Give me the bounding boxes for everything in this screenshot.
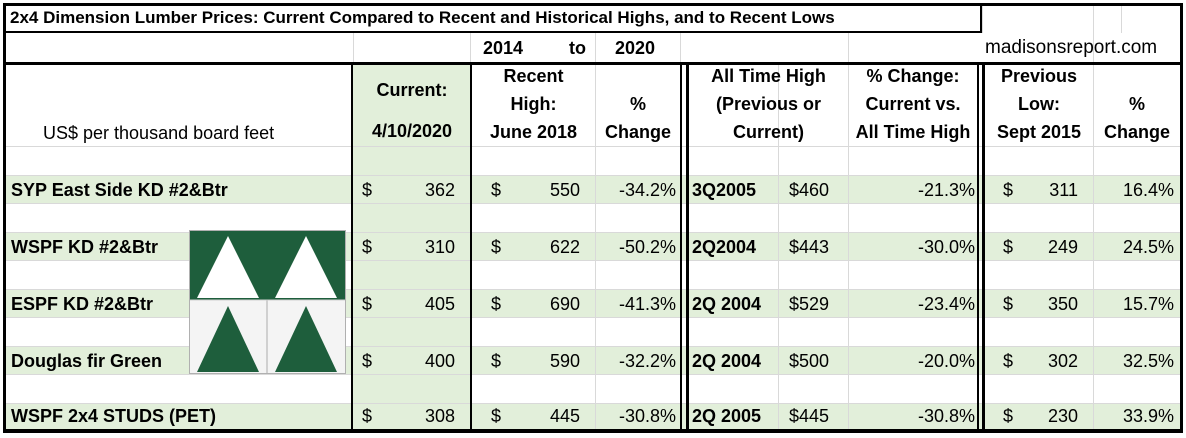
header-athchg-3: All Time High <box>855 122 971 142</box>
low-change: 33.9% <box>1122 406 1174 426</box>
low-change: 16.4% <box>1122 180 1174 200</box>
low-price: 311 <box>1049 180 1078 200</box>
currency-symbol: $ <box>1003 406 1014 426</box>
recent-change: -30.8% <box>618 406 676 426</box>
header-recent-2: High: <box>510 94 557 114</box>
currency-symbol: $ <box>491 180 502 200</box>
header-recent-3: June 2018 <box>489 122 578 142</box>
ath-price: $445 <box>789 406 830 426</box>
current-price: 405 <box>424 294 455 314</box>
ath-period: 2Q 2004 <box>692 351 762 371</box>
ath-price: $460 <box>789 180 830 200</box>
recent-change: -50.2% <box>618 237 676 257</box>
currency-symbol: $ <box>362 237 373 257</box>
header-low-2: Low: <box>1018 94 1060 114</box>
period-to: to <box>569 38 586 58</box>
recent-high-price: 622 <box>549 237 580 257</box>
recent-high-price: 445 <box>549 406 580 426</box>
currency-symbol: $ <box>1003 351 1014 371</box>
ath-period: 2Q 2004 <box>692 294 762 314</box>
ath-change: -21.3% <box>917 180 975 200</box>
header-lowpct-2: Change <box>1103 122 1170 142</box>
currency-symbol: $ <box>491 294 502 314</box>
low-price: 249 <box>1047 237 1078 257</box>
header-ath-2: (Previous or <box>715 94 822 114</box>
ath-period: 2Q 2005 <box>692 406 762 426</box>
recent-change: -41.3% <box>618 294 676 314</box>
recent-high-price: 590 <box>549 351 580 371</box>
header-current-1: Current: <box>376 80 448 100</box>
currency-symbol: $ <box>1003 180 1014 200</box>
product-name: WSPF 2x4 STUDS (PET) <box>11 406 217 426</box>
current-price: 308 <box>424 406 455 426</box>
header-recent-1: Recent <box>503 66 564 86</box>
ath-price: $529 <box>789 294 830 314</box>
ath-period: 3Q2005 <box>692 180 757 200</box>
ath-change: -23.4% <box>917 294 975 314</box>
ath-period: 2Q2004 <box>692 237 757 257</box>
current-price: 310 <box>424 237 455 257</box>
product-name: SYP East Side KD #2&Btr <box>11 180 228 200</box>
row-shade-1 <box>5 175 1181 203</box>
recent-high-price: 690 <box>549 294 580 314</box>
currency-symbol: $ <box>362 406 373 426</box>
period-end: 2020 <box>615 38 656 58</box>
header-low-1: Previous <box>1000 66 1078 86</box>
header-athchg-2: Current vs. <box>865 94 961 114</box>
header-pct-1: % <box>629 94 646 114</box>
product-name: WSPF KD #2&Btr <box>11 237 159 257</box>
header-low-3: Sept 2015 <box>996 122 1082 142</box>
low-price: 350 <box>1047 294 1078 314</box>
ath-change: -30.0% <box>917 237 975 257</box>
currency-symbol: $ <box>362 180 373 200</box>
currency-symbol: $ <box>1003 237 1014 257</box>
low-change: 32.5% <box>1122 351 1174 371</box>
header-athchg-1: % Change: <box>866 66 960 86</box>
ath-price: $500 <box>789 351 830 371</box>
header-lowpct-1: % <box>1128 94 1145 114</box>
recent-change: -32.2% <box>618 351 676 371</box>
recent-change: -34.2% <box>618 180 676 200</box>
website-label: madisonsreport.com <box>985 37 1158 58</box>
header-current-2: 4/10/2020 <box>371 121 453 141</box>
currency-symbol: $ <box>491 406 502 426</box>
currency-symbol: $ <box>491 237 502 257</box>
period-start: 2014 <box>483 38 524 58</box>
ath-price: $443 <box>789 237 830 257</box>
low-price: 302 <box>1047 351 1078 371</box>
currency-symbol: $ <box>362 294 373 314</box>
product-name: Douglas fir Green <box>11 351 163 371</box>
currency-symbol: $ <box>491 351 502 371</box>
low-price: 230 <box>1047 406 1078 426</box>
header-units: US$ per thousand board feet <box>43 123 275 143</box>
current-price: 400 <box>424 351 455 371</box>
current-price: 362 <box>424 180 455 200</box>
low-change: 15.7% <box>1122 294 1174 314</box>
ath-change: -20.0% <box>917 351 975 371</box>
currency-symbol: $ <box>1003 294 1014 314</box>
header-ath-3: Current) <box>733 122 804 142</box>
low-change: 24.5% <box>1122 237 1174 257</box>
current-column-shade <box>353 64 470 432</box>
recent-high-price: 550 <box>549 180 580 200</box>
ath-change: -30.8% <box>917 406 975 426</box>
header-ath-1: All Time High <box>711 66 826 86</box>
product-name: ESPF KD #2&Btr <box>11 294 154 314</box>
row-shade-5 <box>5 403 1181 431</box>
table-title: 2x4 Dimension Lumber Prices: Current Com… <box>10 8 835 27</box>
currency-symbol: $ <box>362 351 373 371</box>
madisons-triangle-logo-icon <box>189 230 346 374</box>
header-pct-2: Change <box>604 122 671 142</box>
